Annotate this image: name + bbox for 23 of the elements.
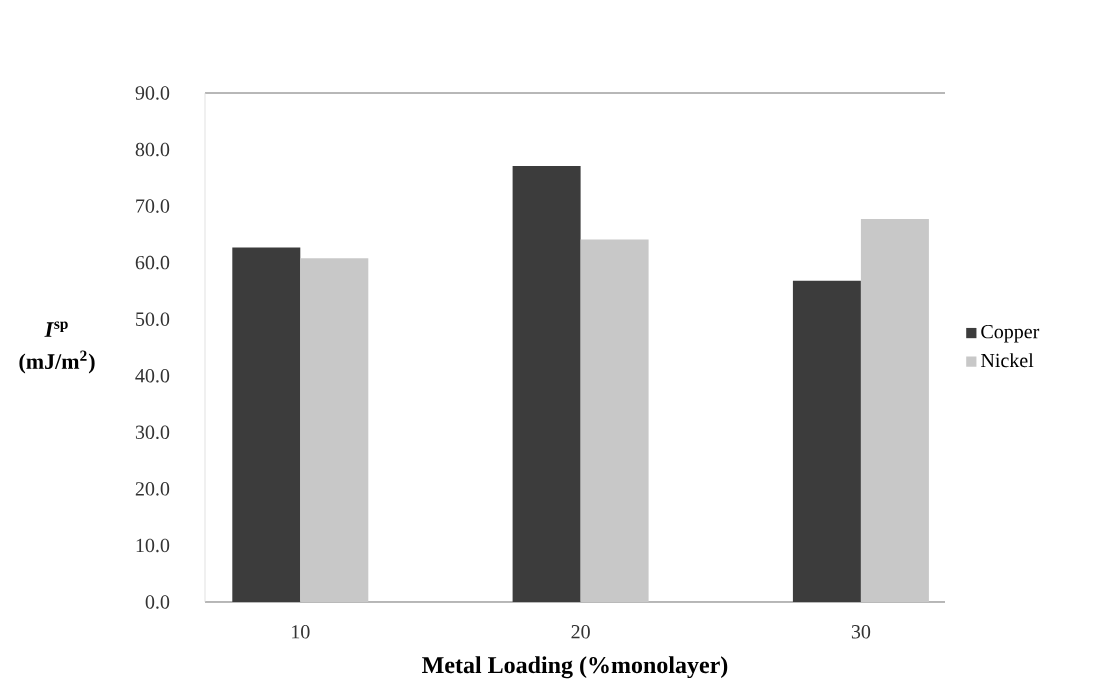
y-tick-label: 50.0 xyxy=(136,312,170,327)
y-tick-label: 60.0 xyxy=(135,255,170,270)
y-tick-label: 90.0 xyxy=(135,86,170,100)
bar xyxy=(580,239,649,602)
x-axis-title: Metal Loading (%monolayer) xyxy=(422,656,728,679)
x-tick-label: 20 xyxy=(571,625,590,639)
x-tick-label: 10 xyxy=(292,625,310,639)
x-tick-label: 30 xyxy=(851,625,871,639)
y-tick-label: 40.0 xyxy=(135,368,170,383)
bar xyxy=(792,280,861,602)
bar xyxy=(232,247,301,602)
y-tick-label: 70.0 xyxy=(136,199,170,213)
text: I$^{sp}$ (mJ/m$^{2}$) xyxy=(19,321,95,374)
bar xyxy=(512,165,581,602)
y-tick-label: 20.0 xyxy=(135,482,170,496)
bar xyxy=(300,258,369,602)
y-tick-label: 10.0 xyxy=(136,538,170,553)
legend-label: Copper xyxy=(981,324,1040,343)
bar xyxy=(860,219,929,602)
y-tick-label: 80.0 xyxy=(135,142,170,157)
y-tick-label: 30.0 xyxy=(135,425,170,440)
y-tick-label: 0.0 xyxy=(145,595,170,609)
legend-label: Nickel xyxy=(981,353,1034,368)
